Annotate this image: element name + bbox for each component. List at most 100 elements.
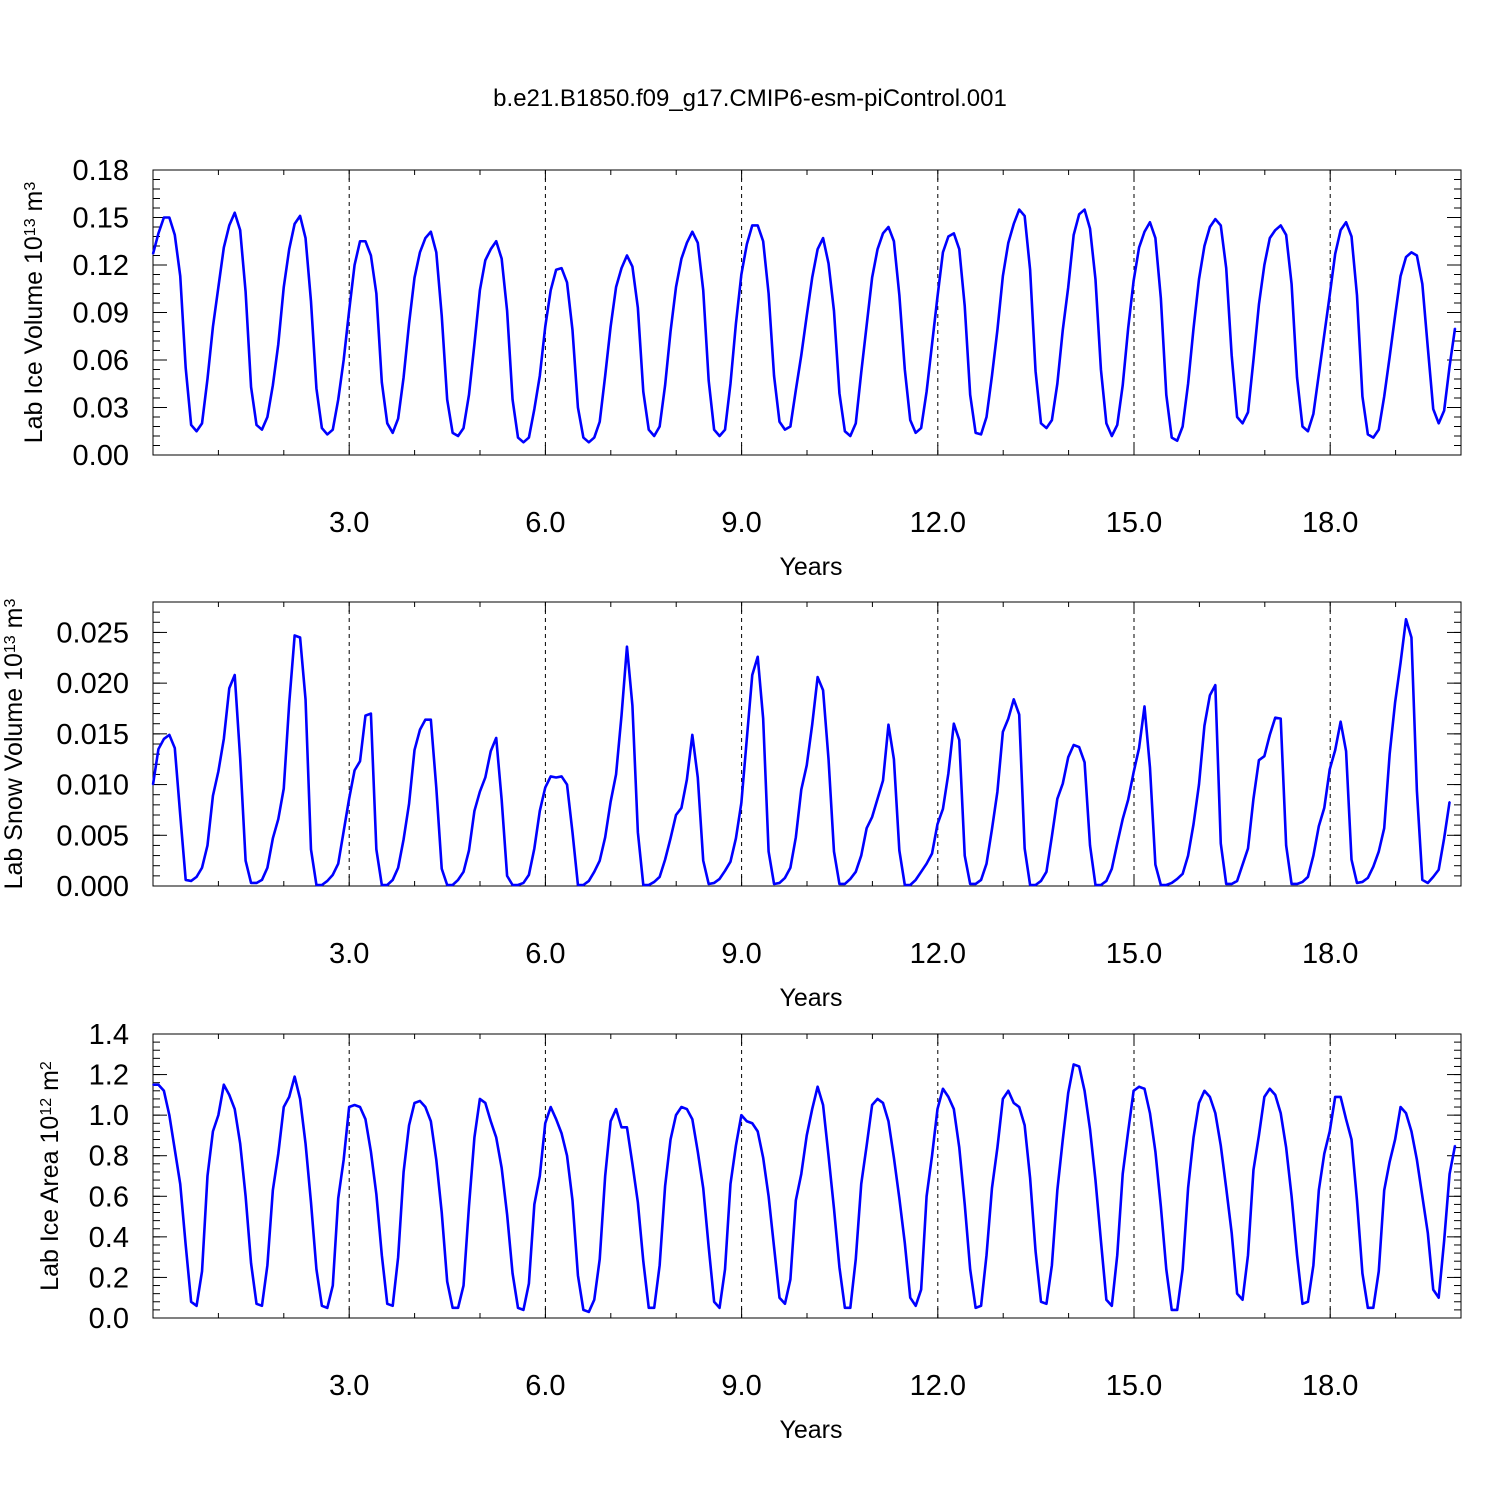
data-point xyxy=(1301,1303,1304,1305)
data-point xyxy=(152,783,154,786)
data-point xyxy=(424,237,427,239)
y-tick-label: 0.09 xyxy=(73,298,129,330)
data-point xyxy=(1307,876,1309,878)
data-point xyxy=(1072,744,1075,746)
data-point xyxy=(326,1307,329,1309)
data-point xyxy=(424,718,427,721)
data-point xyxy=(566,281,568,284)
data-point xyxy=(1394,701,1396,704)
data-point xyxy=(1269,1087,1271,1090)
data-point xyxy=(560,267,563,269)
data-point xyxy=(974,1307,977,1309)
data-point xyxy=(173,747,176,749)
data-point xyxy=(560,775,563,778)
data-point xyxy=(255,424,258,426)
data-point xyxy=(909,884,912,886)
data-point xyxy=(288,702,291,705)
data-point xyxy=(893,240,895,243)
data-point xyxy=(1154,237,1157,239)
data-point xyxy=(1279,224,1282,227)
data-point xyxy=(669,1138,672,1141)
data-point xyxy=(680,257,683,260)
data-point xyxy=(511,398,514,401)
data-point xyxy=(936,823,939,825)
data-point xyxy=(566,783,568,786)
data-point xyxy=(1116,1254,1119,1256)
data-point xyxy=(212,1130,214,1133)
data-point xyxy=(1443,409,1445,412)
data-point xyxy=(261,1305,263,1307)
data-point xyxy=(724,428,726,431)
y-tick-label: 0.12 xyxy=(73,250,129,282)
data-point xyxy=(844,430,846,433)
data-point xyxy=(1012,1102,1015,1104)
data-point xyxy=(473,343,476,345)
data-point xyxy=(691,734,694,736)
data-point xyxy=(1230,883,1233,885)
data-point xyxy=(440,1211,443,1214)
data-point xyxy=(974,432,977,434)
data-point xyxy=(729,1183,732,1185)
data-point xyxy=(838,392,841,395)
data-point xyxy=(637,831,639,834)
data-point xyxy=(451,1307,454,1309)
data-point xyxy=(500,257,503,260)
data-point xyxy=(1067,756,1070,758)
data-point xyxy=(1367,433,1369,436)
data-point xyxy=(985,416,988,418)
data-point xyxy=(713,1300,715,1303)
data-point xyxy=(925,862,928,865)
data-point xyxy=(626,645,628,648)
data-point xyxy=(620,1126,623,1129)
y-tick-label: 0.020 xyxy=(56,668,129,700)
data-point xyxy=(244,291,247,293)
data-point xyxy=(811,1108,813,1110)
data-point xyxy=(1225,883,1228,885)
data-point xyxy=(974,883,977,885)
x-axis-label: Years xyxy=(779,553,842,581)
data-point xyxy=(1426,882,1429,884)
y-tick-label: 0.025 xyxy=(56,617,129,649)
data-point xyxy=(947,1096,950,1098)
data-point xyxy=(882,1102,884,1104)
data-point xyxy=(173,1148,176,1151)
data-point xyxy=(1383,395,1386,398)
data-point xyxy=(435,786,438,789)
data-point xyxy=(969,394,971,396)
data-point xyxy=(337,398,340,401)
data-point xyxy=(669,330,672,333)
data-point xyxy=(767,850,770,853)
data-point xyxy=(157,748,160,750)
data-point xyxy=(1377,850,1380,853)
data-point xyxy=(1056,1189,1059,1191)
data-point xyxy=(1127,327,1129,330)
data-point xyxy=(1432,1288,1435,1291)
data-point xyxy=(838,883,841,885)
data-point xyxy=(893,758,895,761)
y-axis-label-superscript: 3 xyxy=(2,599,19,608)
x-tick-label: 15.0 xyxy=(1106,938,1162,970)
data-point xyxy=(947,772,950,775)
data-point xyxy=(784,428,786,431)
data-point xyxy=(724,1268,726,1271)
data-point xyxy=(756,1130,759,1133)
data-point xyxy=(1219,224,1222,227)
data-point xyxy=(277,818,280,820)
data-point xyxy=(1274,1094,1277,1096)
data-point xyxy=(266,416,269,418)
x-axis-label: Years xyxy=(779,1416,842,1444)
data-point xyxy=(239,229,241,231)
data-point xyxy=(827,1154,830,1157)
data-point xyxy=(953,232,955,235)
data-point xyxy=(1198,278,1200,281)
data-point xyxy=(620,714,623,717)
data-point xyxy=(522,441,525,444)
data-point xyxy=(250,882,252,884)
data-point xyxy=(942,251,944,254)
data-point xyxy=(408,322,410,325)
data-point xyxy=(1312,413,1315,415)
data-point xyxy=(1029,268,1031,271)
data-point xyxy=(1192,823,1195,825)
data-point xyxy=(925,390,928,393)
y-tick-label: 0.010 xyxy=(56,770,129,802)
